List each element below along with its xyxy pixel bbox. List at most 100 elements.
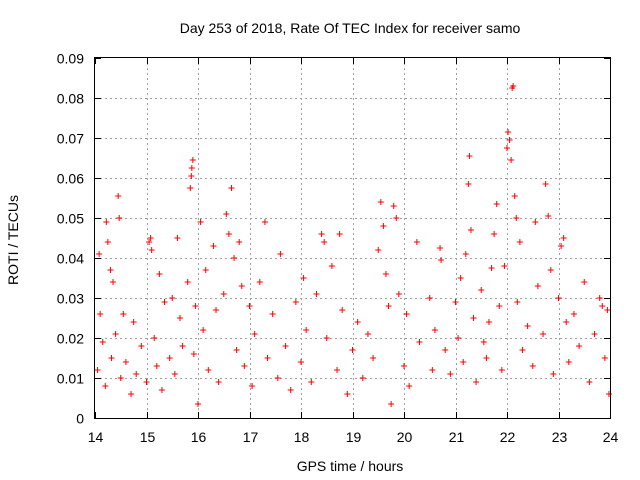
data-point	[511, 193, 518, 199]
data-point	[466, 153, 473, 159]
data-point	[147, 235, 154, 241]
data-point	[534, 283, 541, 289]
data-point	[380, 223, 387, 229]
data-point	[192, 303, 199, 309]
data-point	[202, 267, 209, 273]
data-point	[238, 283, 245, 289]
data-point	[99, 339, 106, 345]
plot-frame	[94, 57, 611, 419]
y-tick-label: 0.05	[57, 211, 84, 227]
data-point	[133, 371, 140, 377]
data-point	[385, 303, 392, 309]
data-point	[470, 315, 477, 321]
x-tick-label: 17	[243, 429, 259, 445]
data-point	[524, 323, 531, 329]
data-point	[228, 185, 235, 191]
y-tick-label: 0.09	[57, 51, 84, 67]
y-tick-label: 0.02	[57, 331, 84, 347]
data-point	[506, 137, 513, 143]
axis-ticks: 14 15 16 17 18 19 20 21 22 23 24 0 0.01 0.02 0.03 0.04 0…	[57, 51, 619, 446]
data-point	[166, 355, 173, 361]
y-tick-label: 0.07	[57, 131, 84, 147]
data-point	[364, 331, 371, 337]
data-point	[197, 219, 204, 225]
data-point	[498, 367, 505, 373]
data-point	[308, 379, 315, 385]
data-point	[483, 355, 490, 361]
data-point	[510, 83, 517, 89]
data-point	[174, 235, 181, 241]
data-point	[591, 331, 598, 337]
data-point	[321, 239, 328, 245]
data-point	[115, 193, 122, 199]
data-point	[393, 215, 400, 221]
data-point	[328, 263, 335, 269]
data-point	[169, 295, 176, 301]
data-point	[586, 379, 593, 385]
data-point	[442, 347, 449, 353]
data-point	[277, 251, 284, 257]
data-point	[334, 367, 341, 373]
data-point	[401, 363, 407, 369]
data-point	[225, 231, 232, 237]
data-point	[426, 295, 433, 301]
data-point	[298, 359, 304, 365]
data-point	[519, 347, 526, 353]
data-point	[220, 291, 227, 297]
data-point	[437, 245, 444, 251]
data-point	[200, 327, 207, 333]
data-point	[188, 173, 195, 179]
y-tick-label: 0.01	[57, 371, 84, 387]
data-point	[545, 213, 552, 219]
data-point	[359, 375, 366, 381]
data-point	[540, 331, 547, 337]
data-point	[542, 181, 549, 187]
data-point	[465, 181, 472, 187]
data-point	[406, 383, 413, 389]
data-point	[261, 219, 268, 225]
data-point	[480, 339, 487, 345]
data-point	[605, 391, 612, 397]
data-point	[107, 267, 114, 273]
data-point	[403, 311, 410, 317]
y-tick-label: 0.04	[57, 251, 84, 267]
data-point	[550, 371, 557, 377]
data-point	[151, 335, 158, 341]
data-point	[485, 319, 492, 325]
x-tick-label: 16	[191, 429, 207, 445]
data-point	[581, 279, 588, 285]
data-point	[120, 311, 127, 317]
data-point	[354, 319, 361, 325]
y-tick-label: 0.03	[57, 291, 84, 307]
x-tick-label: 18	[294, 429, 310, 445]
data-point	[323, 335, 330, 341]
data-point	[576, 343, 583, 349]
data-point	[249, 383, 256, 389]
data-point	[128, 391, 135, 397]
data-point	[122, 359, 129, 365]
x-tick-label: 15	[140, 429, 156, 445]
data-point	[413, 239, 420, 245]
data-point	[138, 343, 145, 349]
data-point	[97, 311, 104, 317]
data-point	[395, 291, 402, 297]
data-point	[455, 335, 462, 341]
data-point	[570, 311, 577, 317]
data-point	[161, 299, 168, 305]
data-point	[377, 199, 384, 205]
data-point	[491, 231, 498, 237]
data-point	[505, 129, 512, 135]
data-point	[300, 275, 307, 281]
data-point	[560, 235, 567, 241]
data-point	[447, 371, 454, 377]
chart-title: Day 253 of 2018, Rate Of TEC Index for r…	[180, 20, 521, 36]
data-point	[205, 367, 212, 373]
data-point	[156, 271, 163, 277]
data-point	[496, 303, 503, 309]
data-point	[146, 239, 153, 245]
data-point	[223, 211, 230, 217]
grid	[95, 58, 610, 418]
data-point	[274, 375, 281, 381]
data-point	[236, 239, 243, 245]
